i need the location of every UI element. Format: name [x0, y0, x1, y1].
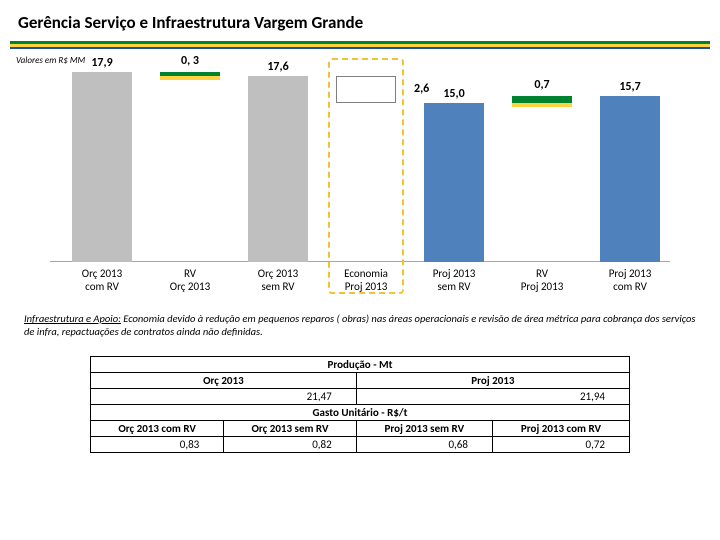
bar-rect-0 — [72, 72, 132, 262]
bar-6: 15,7 — [600, 96, 660, 262]
bar-0: 17,9 — [72, 72, 132, 262]
table-gasto-val2: 0,68 — [356, 437, 492, 453]
table-gasto-val1: 0,82 — [224, 437, 356, 453]
category-label-0: Orç 2013com RV — [62, 268, 142, 293]
explanation-text: Infraestrutura e Apoio: Economia devido … — [0, 296, 720, 338]
explanation-body: Economia devido à redução em pequenos re… — [24, 312, 696, 338]
bar-rect-4 — [424, 103, 484, 262]
explanation-lead: Infraestrutura e Apoio: — [24, 312, 121, 325]
table-prod-col0: Orç 2013 — [91, 373, 357, 389]
table-producao: Produção - Mt Orç 2013 Proj 2013 21,47 2… — [90, 356, 630, 453]
table-gasto-col2: Proj 2013 sem RV — [356, 421, 492, 437]
waterfall-chart: 17,9 0, 3 17,6 2,6 15,0 0,7 15,7 Orç 2013com R… — [50, 66, 670, 296]
bar-4: 15,0 — [424, 103, 484, 262]
bar-rect-2 — [248, 76, 308, 262]
table-gasto-col3: Proj 2013 com RV — [492, 421, 629, 437]
table-gasto-val3: 0,72 — [492, 437, 629, 453]
bar-label-3: 2,6 — [414, 82, 429, 96]
bar-2: 17,6 — [248, 76, 308, 262]
bar-cap-1 — [160, 76, 220, 80]
bar-label-6: 15,7 — [619, 80, 640, 94]
bar-rect-5 — [512, 96, 572, 103]
table-prod-val0: 21,47 — [91, 389, 357, 405]
bar-label-5: 0,7 — [534, 78, 549, 92]
bar-label-1: 0, 3 — [181, 54, 199, 68]
table-gasto-title: Gasto Unitário - R$/t — [91, 405, 630, 421]
tables: Produção - Mt Orç 2013 Proj 2013 21,47 2… — [90, 356, 630, 453]
bar-rect-6 — [600, 96, 660, 262]
category-label-1: RVOrç 2013 — [150, 268, 230, 293]
bar-cap-5 — [512, 103, 572, 107]
table-prod-val1: 21,94 — [356, 389, 629, 405]
table-prod-col1: Proj 2013 — [356, 373, 629, 389]
bar-5: 0,7 — [512, 96, 572, 262]
bar-label-2: 17,6 — [267, 60, 288, 74]
title-underline — [10, 41, 710, 49]
table-gasto-val0: 0,83 — [91, 437, 224, 453]
table-gasto-col0: Orç 2013 com RV — [91, 421, 224, 437]
highlight-box — [328, 58, 404, 294]
bar-1: 0, 3 — [160, 72, 220, 262]
category-label-4: Proj 2013sem RV — [414, 268, 494, 293]
table-gasto-col1: Orç 2013 sem RV — [224, 421, 356, 437]
category-label-6: Proj 2013com RV — [590, 268, 670, 293]
bar-label-4: 15,0 — [443, 87, 464, 101]
category-label-5: RVProj 2013 — [502, 268, 582, 293]
page-title: Gerência Serviço e Infraestrutura Vargem… — [0, 0, 720, 39]
category-label-2: Orç 2013sem RV — [238, 268, 318, 293]
table-prod-title: Produção - Mt — [91, 357, 630, 373]
bar-label-0: 17,9 — [91, 56, 112, 70]
